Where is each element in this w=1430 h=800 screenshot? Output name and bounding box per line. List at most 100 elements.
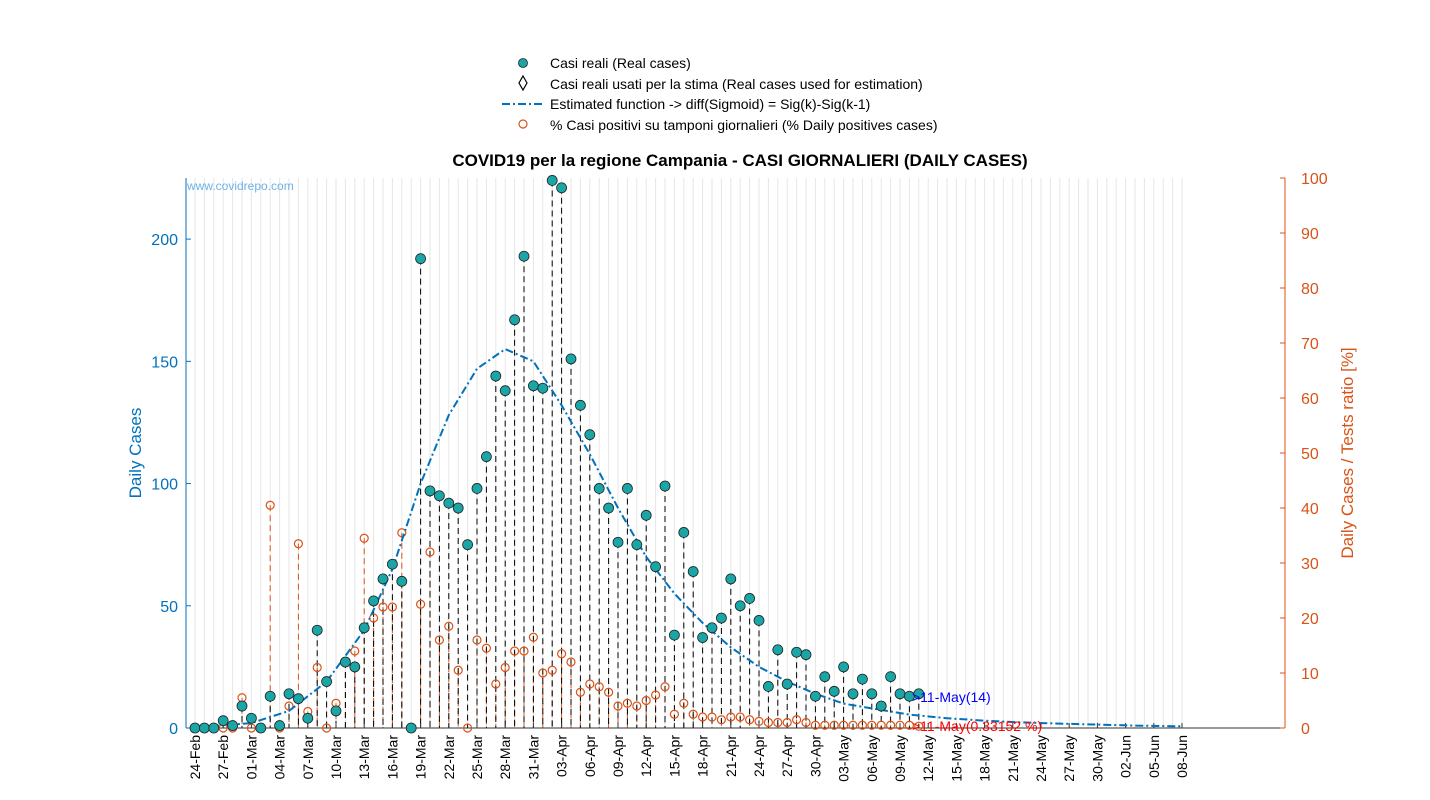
percent-point: [293, 539, 303, 549]
real-case-point: [866, 688, 878, 700]
real-case-point: [349, 661, 361, 673]
real-case-point: [255, 722, 267, 734]
right-axis-label: Daily Cases / Tests ratio [%]: [1338, 347, 1357, 558]
percent-point: [463, 723, 473, 733]
real-case-point: [612, 536, 624, 548]
x-tick-label: 27-Apr: [779, 735, 795, 777]
real-case-point: [358, 622, 370, 634]
real-case-point: [311, 624, 323, 636]
percent-point: [387, 602, 397, 612]
real-case-point: [838, 661, 849, 673]
real-case-point: [622, 483, 633, 494]
right-tick-label: 60: [1301, 391, 1319, 408]
x-tick-label: 03-Apr: [554, 735, 570, 777]
chart-title: COVID19 per la regione Campania - CASI G…: [452, 151, 1027, 170]
legend-label-real-cases: Casi reali (Real cases): [550, 55, 691, 71]
real-case-point: [772, 644, 784, 656]
legend-label-estimation-cases: Casi reali usati per la stima (Real case…: [550, 76, 923, 92]
x-tick-label: 24-May: [1033, 735, 1049, 782]
real-case-point: [565, 353, 577, 365]
percent-point: [538, 668, 548, 678]
real-case-point: [537, 382, 549, 394]
percent-point: [857, 720, 868, 730]
real-case-point: [227, 720, 239, 731]
real-case-point: [716, 612, 727, 624]
x-tick-label: 30-Apr: [807, 735, 823, 777]
right-tick-label: 70: [1301, 336, 1319, 353]
percent-point: [322, 723, 332, 733]
percent-point: [491, 679, 501, 689]
percent-point: [416, 599, 426, 609]
percent-point: [754, 716, 764, 727]
data-stems: [222, 180, 920, 728]
x-tick-label: 16-Mar: [384, 735, 400, 780]
right-tick-label: 80: [1301, 281, 1319, 298]
real-case-point: [810, 690, 821, 702]
x-tick-label: 07-Mar: [300, 735, 316, 780]
percent-point: [434, 635, 444, 645]
real-case-point: [584, 429, 596, 441]
x-tick-label: 12-May: [920, 735, 936, 782]
real-case-point: [706, 622, 718, 634]
real-case-point: [697, 632, 708, 643]
real-case-point: [462, 539, 474, 551]
percent-point: [528, 632, 539, 642]
right-tick-label: 90: [1301, 226, 1319, 243]
x-tick-label: 30-May: [1089, 735, 1105, 782]
percent-point: [707, 712, 717, 722]
real-case-point: [734, 600, 746, 612]
percent-point: [444, 621, 454, 631]
right-axis-ticks: 0 10 20 30 40 50 60 70 80 90 100: [1280, 171, 1328, 738]
real-case-point: [669, 629, 680, 641]
real-case-point: [659, 480, 671, 492]
x-axis-ticks: 24-Feb 27-Feb 01-Mar 04-Mar 07-Mar 10-Mar 13-M…: [187, 723, 1190, 782]
right-tick-label: 30: [1301, 556, 1319, 573]
legend-label-estimated-function: Estimated function -> diff(Sigmoid) = Si…: [550, 96, 870, 112]
percent-point: [838, 720, 849, 730]
real-case-point: [499, 385, 511, 397]
right-tick-label: 10: [1301, 666, 1319, 683]
x-tick-label: 10-Mar: [328, 735, 344, 780]
percent-point: [603, 687, 614, 697]
x-tick-label: 21-Apr: [723, 735, 739, 777]
x-tick-label: 27-Feb: [215, 735, 231, 780]
percent-point: [791, 715, 802, 725]
percent-point: [378, 602, 388, 612]
real-case-point: [189, 722, 201, 734]
x-tick-label: 06-Apr: [582, 735, 598, 777]
x-tick-label: 31-Mar: [525, 735, 541, 780]
x-tick-label: 24-Apr: [751, 735, 767, 777]
real-case-point: [509, 314, 520, 326]
percent-point: [867, 720, 877, 730]
percent-point: [763, 717, 774, 728]
percent-point: [650, 690, 661, 700]
real-case-point: [424, 485, 436, 497]
percent-point: [669, 709, 680, 719]
percent-point: [820, 720, 830, 730]
right-tick-label: 0: [1301, 721, 1310, 738]
left-tick-label: 100: [151, 477, 178, 494]
real-case-point: [603, 502, 614, 514]
percent-point: [697, 712, 708, 722]
real-case-point: [471, 483, 483, 494]
percent-point: [575, 687, 586, 697]
x-tick-label: 06-May: [864, 735, 880, 782]
percent-point: [622, 698, 633, 708]
x-tick-label: 27-May: [1061, 735, 1077, 782]
estimated-function-line: [194, 347, 1183, 729]
real-case-point: [217, 715, 229, 727]
percent-point: [519, 646, 529, 656]
percent-point: [660, 682, 670, 692]
real-case-point: [781, 678, 793, 690]
left-tick-label: 150: [151, 354, 178, 371]
real-case-point: [386, 558, 398, 570]
real-case-point: [405, 722, 417, 734]
real-case-point: [857, 673, 868, 685]
percent-point: [782, 717, 792, 728]
percent-point: [481, 643, 491, 653]
x-tick-label: 18-May: [977, 735, 993, 782]
percent-point: [726, 712, 736, 722]
legend-marker-real-cases: [518, 58, 528, 68]
real-case-point: [480, 451, 492, 463]
